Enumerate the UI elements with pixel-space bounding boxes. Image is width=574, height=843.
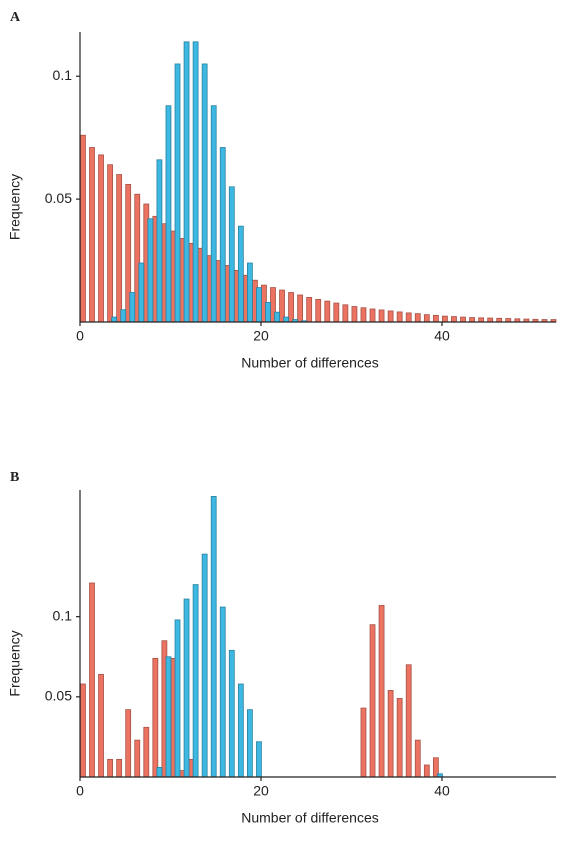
bar bbox=[256, 287, 262, 323]
bar bbox=[107, 758, 113, 778]
bar bbox=[405, 664, 412, 778]
panel-label: A bbox=[10, 10, 21, 25]
x-tick-label: 40 bbox=[434, 783, 450, 799]
bar bbox=[174, 619, 181, 778]
bar bbox=[387, 310, 394, 323]
bar bbox=[237, 225, 244, 323]
bar bbox=[152, 657, 159, 778]
bar bbox=[247, 709, 253, 778]
bar bbox=[98, 673, 104, 778]
bar bbox=[387, 690, 394, 778]
bar bbox=[360, 707, 367, 778]
bar bbox=[116, 174, 123, 323]
bar bbox=[283, 316, 289, 323]
bar bbox=[228, 649, 235, 778]
y-axis-title: Frequency bbox=[7, 630, 23, 696]
bar bbox=[228, 186, 235, 323]
bar bbox=[469, 317, 475, 323]
bar bbox=[156, 766, 163, 778]
bar bbox=[201, 63, 208, 323]
bar bbox=[451, 316, 457, 323]
bar bbox=[210, 105, 217, 323]
bar bbox=[378, 605, 385, 778]
bar bbox=[342, 304, 349, 323]
bar bbox=[192, 41, 199, 323]
bar bbox=[183, 598, 190, 778]
bar bbox=[423, 314, 430, 323]
panel-label: B bbox=[10, 470, 19, 485]
x-tick-label: 20 bbox=[253, 328, 269, 344]
bar bbox=[138, 262, 145, 323]
bar bbox=[297, 294, 304, 323]
x-axis-title: Number of differences bbox=[241, 810, 378, 826]
bar bbox=[274, 311, 280, 323]
bar bbox=[143, 726, 150, 778]
bar bbox=[120, 309, 127, 323]
bar bbox=[89, 582, 95, 778]
bar bbox=[333, 302, 340, 323]
bar bbox=[129, 292, 136, 323]
bar bbox=[265, 301, 271, 323]
bar bbox=[80, 134, 86, 323]
bar bbox=[414, 313, 421, 323]
bar bbox=[134, 739, 141, 778]
bar bbox=[369, 624, 376, 778]
y-tick-label: 0.05 bbox=[45, 688, 72, 704]
x-tick-label: 20 bbox=[253, 783, 269, 799]
bar bbox=[369, 308, 376, 323]
bar bbox=[210, 496, 217, 778]
bar bbox=[219, 606, 226, 778]
y-tick-label: 0.1 bbox=[53, 607, 73, 623]
bar bbox=[89, 147, 95, 323]
bar bbox=[396, 698, 403, 778]
bar bbox=[432, 314, 439, 323]
bar bbox=[116, 758, 123, 778]
bar bbox=[165, 656, 172, 778]
x-tick-label: 40 bbox=[434, 328, 450, 344]
x-tick-label: 0 bbox=[76, 783, 84, 799]
bar bbox=[237, 683, 244, 778]
y-tick-label: 0.1 bbox=[53, 67, 73, 83]
bar bbox=[98, 154, 104, 323]
bar bbox=[192, 584, 199, 778]
bar bbox=[156, 159, 163, 323]
bar bbox=[147, 218, 154, 323]
bar bbox=[378, 309, 385, 323]
bar bbox=[460, 316, 466, 323]
bar bbox=[111, 316, 118, 323]
bar bbox=[107, 164, 113, 323]
bar bbox=[423, 764, 430, 778]
bar bbox=[360, 307, 367, 323]
bar bbox=[219, 147, 226, 323]
bar bbox=[478, 317, 485, 323]
bar bbox=[351, 306, 358, 323]
bar bbox=[183, 41, 190, 323]
bar bbox=[80, 683, 86, 778]
x-tick-label: 0 bbox=[76, 328, 84, 344]
bar bbox=[165, 105, 172, 323]
bar bbox=[174, 63, 181, 323]
bar bbox=[256, 741, 262, 778]
bar bbox=[442, 315, 448, 323]
x-axis-title: Number of differences bbox=[241, 355, 378, 371]
bar bbox=[396, 311, 403, 323]
bar bbox=[306, 297, 313, 323]
bar bbox=[315, 298, 322, 323]
bar bbox=[414, 739, 421, 778]
bar bbox=[324, 300, 331, 323]
y-axis-title: Frequency bbox=[7, 174, 23, 240]
y-tick-label: 0.05 bbox=[45, 190, 72, 206]
bar bbox=[201, 553, 208, 778]
bar bbox=[247, 262, 253, 323]
bar bbox=[125, 709, 132, 778]
bar bbox=[288, 292, 294, 323]
bar bbox=[405, 312, 412, 323]
